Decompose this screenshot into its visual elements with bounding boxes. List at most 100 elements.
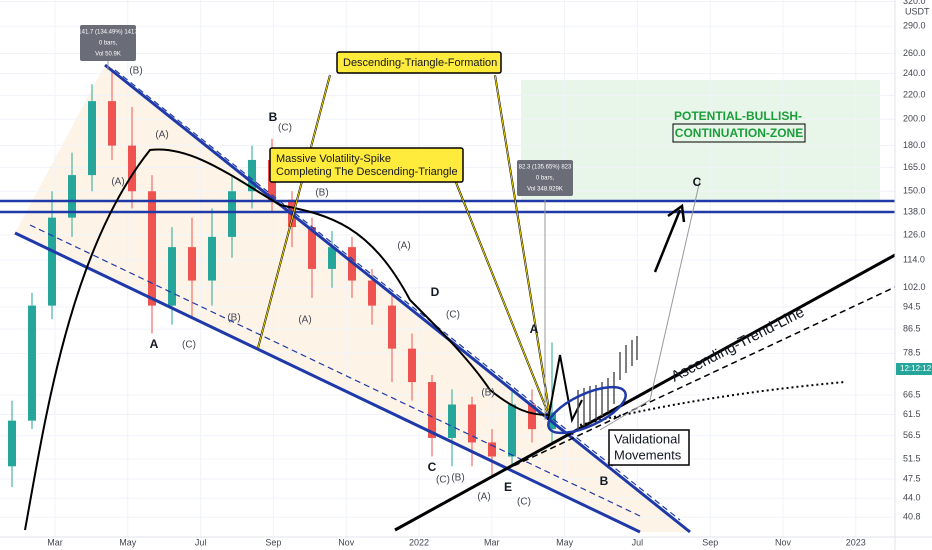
callout-text: Massive Volatility-Spike — [276, 153, 391, 165]
wave-label: (A) — [397, 241, 410, 252]
bullish-zone — [521, 80, 880, 200]
candle-body — [208, 236, 216, 281]
upper-trendline — [104, 63, 691, 534]
axis-unit: USDT — [905, 6, 930, 16]
y-tick-label: 51.5 — [903, 453, 921, 463]
ascending-trendline — [394, 253, 896, 532]
lower-trendline — [14, 231, 641, 534]
candle-body — [188, 247, 196, 281]
x-tick-label: Sep — [702, 537, 718, 547]
candle-body — [508, 404, 516, 457]
wave-label: D — [431, 285, 440, 299]
measure-box — [80, 25, 136, 61]
candle-body — [128, 145, 136, 192]
note-text: Movements — [614, 447, 682, 462]
measure-text: 0 bars, — [536, 176, 555, 182]
wave-label: (A) — [298, 315, 311, 326]
clock-badge — [896, 363, 932, 375]
wave-label: (A) — [155, 130, 168, 141]
wave-label: (B) — [451, 473, 464, 484]
y-tick-label: 86.5 — [903, 323, 921, 333]
x-tick-label: Nov — [338, 537, 355, 547]
y-tick-label: 180.0 — [903, 140, 926, 150]
y-tick-label: 165.0 — [903, 162, 926, 172]
x-tick-label: May — [119, 537, 137, 547]
wave-label: B — [600, 474, 609, 488]
y-tick-label: 240.0 — [903, 68, 926, 78]
x-tick-label: 2023 — [846, 537, 866, 547]
wave-label: (B) — [129, 66, 142, 77]
zone-text: POTENTIAL-BULLISH- — [674, 109, 802, 123]
arrow-head — [667, 203, 686, 223]
candle-body — [28, 305, 36, 421]
clock-text: 12:12:12 — [900, 364, 932, 373]
y-tick-label: 47.5 — [903, 474, 921, 484]
measure-box — [517, 160, 573, 196]
wave-label: (B) — [227, 313, 240, 324]
wave-label: A — [530, 322, 539, 336]
zone-box — [672, 123, 806, 143]
callout-connector — [454, 179, 551, 419]
y-tick-label: 150.0 — [903, 186, 926, 196]
x-tick-label: May — [556, 537, 574, 547]
wave-label: (C) — [517, 497, 531, 508]
zone-text: CONTINUATION-ZONE — [675, 126, 803, 140]
measure-text: 141.7 (134.49%) 1417 — [78, 30, 138, 36]
upper-dashed — [114, 69, 681, 521]
candle-body — [368, 280, 376, 306]
y-tick-label: 200.0 — [903, 114, 926, 124]
note-box — [608, 429, 690, 466]
callout-connector — [257, 74, 331, 349]
candle-body — [8, 420, 16, 467]
lower-dashed — [29, 224, 641, 517]
wave-label: B — [269, 110, 278, 124]
measure-text: Vol 50.9K — [95, 52, 121, 58]
x-tick-label: Mar — [484, 537, 500, 547]
triangle-fill — [15, 65, 690, 532]
candle-body — [488, 442, 496, 457]
candle-body — [468, 404, 476, 443]
candle-body — [328, 247, 336, 269]
candle-body — [68, 175, 76, 218]
x-tick-label: Mar — [47, 537, 63, 547]
labels: (B)(A)(A)B(C)(B)A (C)(B) (A)(A)D(C)A(B)C(C… — [78, 25, 807, 508]
candle-body — [528, 404, 536, 430]
candle-body — [308, 227, 316, 269]
candle-body — [88, 101, 96, 176]
measure-text: 0 bars, — [99, 41, 118, 47]
candle-body — [168, 247, 176, 306]
x-tick-label: Jul — [195, 537, 207, 547]
wave-label: (C) — [278, 123, 292, 134]
arrow — [653, 209, 682, 273]
y-tick-label: 320.0 — [903, 0, 926, 6]
candle-body — [448, 404, 456, 438]
x-tick-label: Sep — [265, 537, 281, 547]
x-tick-label: Jul — [632, 537, 644, 547]
y-tick-label: 61.5 — [903, 409, 921, 419]
x-tick-label: 2022 — [409, 537, 429, 547]
wave-label: (B) — [315, 188, 328, 199]
candle-body — [248, 159, 256, 192]
wave-label: C — [693, 175, 702, 189]
y-tick-label: 126.0 — [903, 229, 926, 239]
wave-label: (C) — [436, 475, 450, 486]
callout-box — [336, 51, 502, 74]
wave-label: (C) — [182, 340, 196, 351]
measure-text: Vol 348.929K — [527, 187, 563, 193]
x-tick-label: Nov — [775, 537, 792, 547]
measure-text: 82.3 (135.65%) 823 — [519, 165, 572, 171]
highlight-ellipse — [547, 385, 627, 435]
price-axis — [895, 0, 932, 550]
ascending-dashed — [504, 279, 911, 471]
y-tick-label: 220.0 — [903, 90, 926, 100]
y-tick-label: 290.0 — [903, 21, 926, 31]
y-tick-label: 40.8 — [903, 512, 921, 522]
wave-label: A — [150, 337, 159, 351]
callout-box — [269, 147, 464, 183]
y-tick-label: 94.5 — [903, 301, 921, 311]
moving-average — [24, 148, 549, 531]
y-tick-label: 56.5 — [903, 430, 921, 440]
wave-label: (A) — [477, 492, 490, 503]
wave-label: (A) — [111, 177, 124, 188]
